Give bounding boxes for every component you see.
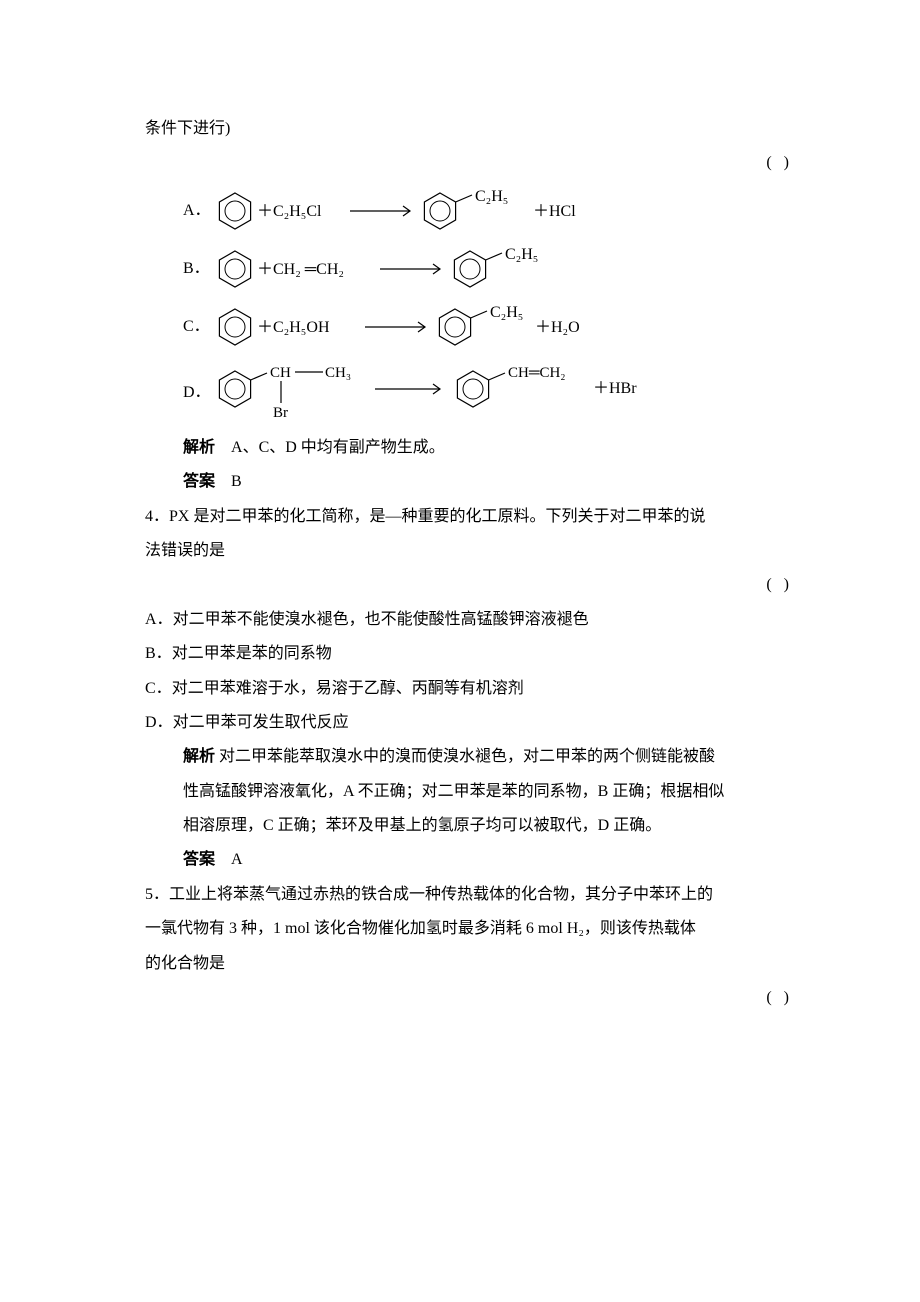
q3-d-label: D． (183, 378, 215, 408)
q5-stem-line1: 5．工业上将苯蒸气通过赤热的铁合成一种传热载体的化合物，其分子中苯环上的 (145, 880, 785, 910)
q3-option-a: A． ＋C₂H₅Cl C₂H₅ ＋HCl (183, 185, 785, 237)
q4-paren: ( ) (766, 570, 793, 600)
q4-option-c: C．对二甲苯难溶于水，易溶于乙醇、丙酮等有机溶剂 (145, 674, 785, 704)
q4-daan-text: A (215, 851, 243, 868)
svg-text:＋C₂H₅OH: ＋C₂H₅OH (257, 319, 330, 336)
q3-c-label: C． (183, 312, 215, 342)
q4-option-d: D．对二甲苯可发生取代反应 (145, 708, 785, 738)
svg-text:Br: Br (273, 405, 288, 421)
q3-option-c: C． ＋C₂H₅OH C₂H₅ ＋H₂O (183, 301, 785, 353)
q4-stem-line2: 法错误的是 (145, 536, 785, 566)
q4-option-a: A．对二甲苯不能使溴水褪色，也不能使酸性高锰酸钾溶液褪色 (145, 605, 785, 635)
svg-text:CH: CH (270, 365, 291, 381)
q3-jiexi: 解析 A、C、D 中均有副产物生成。 (183, 433, 785, 463)
svg-text:CH═CH₂: CH═CH₂ (508, 365, 566, 381)
carryover-line: 条件下进行) (145, 114, 785, 144)
q4-b-label: B． (145, 645, 172, 662)
q4-option-b: B．对二甲苯是苯的同系物 (145, 639, 785, 669)
svg-text:＋CH₂ ═CH₂: ＋CH₂ ═CH₂ (257, 261, 344, 278)
q3-a-svg: ＋C₂H₅Cl C₂H₅ ＋HCl (215, 185, 635, 237)
q4-daan-label: 答案 (183, 851, 215, 868)
q4-c-text: 对二甲苯难溶于水，易溶于乙醇、丙酮等有机溶剂 (172, 680, 524, 697)
q5-stem-line2: 一氯代物有 3 种，1 mol 该化合物催化加氢时最多消耗 6 mol H₂，则… (145, 914, 785, 944)
q3-jiexi-label: 解析 (183, 439, 215, 456)
q4-paren-row: ( ) (145, 570, 785, 600)
q4-jiexi-line1: 解析 对二甲苯能萃取溴水中的溴而使溴水褪色，对二甲苯的两个侧链能被酸 (183, 742, 785, 772)
q4-c-label: C． (145, 680, 172, 697)
q4-stem-line1: 4．PX 是对二甲苯的化工简称，是—种重要的化工原料。下列关于对二甲苯的说 (145, 502, 785, 532)
q3-daan-label: 答案 (183, 473, 215, 490)
q5-num: 5． (145, 880, 169, 910)
q4-daan: 答案 A (183, 845, 785, 875)
q4-d-label: D． (145, 714, 173, 731)
q4-a-label: A． (145, 611, 173, 628)
q4-num: 4． (145, 502, 169, 532)
q5-paren-row: ( ) (145, 983, 785, 1013)
q3-d-svg: CH CH₃ Br CH═CH₂ ＋HBr (215, 359, 715, 427)
q3-option-d: D． CH CH₃ Br CH═CH₂ ＋HBr (183, 359, 785, 427)
svg-text:＋HBr: ＋HBr (593, 380, 637, 397)
svg-text:C₂H₅: C₂H₅ (505, 246, 538, 263)
q5-stem-line3: 的化合物是 (145, 949, 785, 979)
q4-a-text: 对二甲苯不能使溴水褪色，也不能使酸性高锰酸钾溶液褪色 (173, 611, 589, 628)
q3-a-label: A． (183, 196, 215, 226)
q4-jiexi-line2: 性高锰酸钾溶液氧化，A 不正确；对二甲苯是苯的同系物，B 正确；根据相似 (183, 777, 785, 807)
q3-daan: 答案 B (183, 467, 785, 497)
q3-c-svg: ＋C₂H₅OH C₂H₅ ＋H₂O (215, 301, 655, 353)
q3-jiexi-text: A、C、D 中均有副产物生成。 (215, 439, 445, 456)
q4-d-text: 对二甲苯可发生取代反应 (173, 714, 349, 731)
q5-paren: ( ) (766, 983, 793, 1013)
svg-text:＋C₂H₅Cl: ＋C₂H₅Cl (257, 203, 322, 220)
svg-text:CH₃: CH₃ (325, 365, 351, 381)
q3-daan-text: B (215, 473, 242, 490)
q4-jiexi-line3: 相溶原理，C 正确；苯环及甲基上的氢原子均可以被取代，D 正确。 (183, 811, 785, 841)
q3-b-label: B． (183, 254, 215, 284)
q4-jiexi-label: 解析 (183, 748, 215, 765)
svg-text:C₂H₅: C₂H₅ (490, 304, 523, 321)
q4-jiexi1: 对二甲苯能萃取溴水中的溴而使溴水褪色，对二甲苯的两个侧链能被酸 (215, 748, 715, 765)
q4-stem1: PX 是对二甲苯的化工简称，是—种重要的化工原料。下列关于对二甲苯的说 (169, 508, 705, 525)
q3-b-svg: ＋CH₂ ═CH₂ C₂H₅ (215, 243, 635, 295)
q5-stem1: 工业上将苯蒸气通过赤热的铁合成一种传热载体的化合物，其分子中苯环上的 (169, 886, 713, 903)
svg-text:＋HCl: ＋HCl (533, 203, 576, 220)
q3-option-b: B． ＋CH₂ ═CH₂ C₂H₅ (183, 243, 785, 295)
q3-paren: ( ) (766, 148, 793, 178)
svg-text:C₂H₅: C₂H₅ (475, 188, 508, 205)
svg-text:＋H₂O: ＋H₂O (535, 319, 580, 336)
q4-b-text: 对二甲苯是苯的同系物 (172, 645, 332, 662)
q3-paren-row: ( ) (145, 148, 785, 178)
